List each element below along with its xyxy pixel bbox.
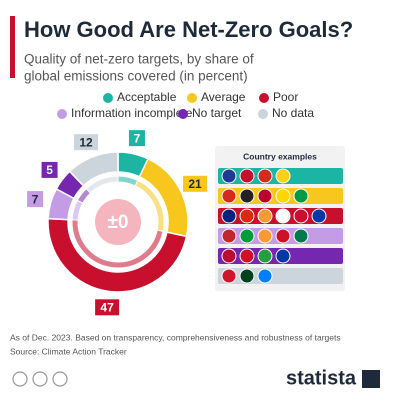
legend-label: No data	[272, 106, 314, 120]
flag-icon	[257, 228, 273, 244]
chart-title: How Good Are Net-Zero Goals?	[24, 17, 353, 42]
value-label-box	[128, 130, 145, 147]
value-label-box	[74, 134, 99, 151]
flag-icon	[221, 168, 237, 184]
flag-icon	[221, 208, 237, 224]
flag-icon	[239, 208, 255, 224]
flag-icon	[257, 168, 273, 184]
flag-icon	[221, 248, 237, 264]
value-label: 7	[32, 192, 39, 206]
center-circle	[95, 199, 141, 245]
flag-icon	[239, 268, 255, 284]
subtitle: global emissions covered (in percent)	[24, 69, 248, 84]
flag-icon	[275, 188, 291, 204]
flag-icon	[239, 188, 255, 204]
value-label: 21	[188, 177, 202, 191]
legend-label: Poor	[273, 90, 298, 104]
legend-swatch	[103, 93, 113, 103]
value-label: 5	[46, 163, 53, 177]
flag-icon	[221, 188, 237, 204]
note: As of Dec. 2023. Based on transparency, …	[10, 332, 341, 342]
value-label: 47	[100, 300, 114, 314]
flag-icon	[275, 228, 291, 244]
flag-icon	[293, 228, 309, 244]
panel-title: Country examples	[243, 151, 317, 161]
flag-icon	[275, 248, 291, 264]
flag-icon	[275, 168, 291, 184]
legend-label: Acceptable	[117, 90, 177, 104]
pie-slice	[68, 151, 119, 187]
flag-icon	[311, 208, 327, 224]
legend-label: Information incomplete	[71, 106, 193, 120]
flag-icon	[221, 228, 237, 244]
legend-swatch	[178, 109, 188, 119]
value-label: 12	[79, 135, 93, 149]
flag-icon	[275, 208, 291, 224]
legend-label: Average	[201, 90, 246, 104]
flag-icon	[293, 188, 309, 204]
legend-swatch	[187, 93, 197, 103]
brand-icon	[362, 370, 380, 388]
license-icons	[12, 371, 68, 387]
flag-icon	[257, 208, 273, 224]
flag-icon	[257, 248, 273, 264]
center-label: ±0	[108, 212, 129, 233]
flag-icon	[257, 188, 273, 204]
legend-label: No target	[192, 106, 242, 120]
legend-swatch	[259, 93, 269, 103]
title-accent	[10, 16, 15, 78]
flag-icon	[257, 268, 273, 284]
brand: statista	[286, 367, 357, 389]
flag-icon	[239, 168, 255, 184]
panel-row	[218, 268, 343, 284]
subtitle: Quality of net-zero targets, by share of	[24, 52, 254, 67]
source: Source: Climate Action Tracker	[10, 346, 127, 356]
flag-icon	[239, 248, 255, 264]
value-label-box	[183, 175, 208, 192]
pie-slice-inner	[85, 175, 119, 194]
legend-swatch	[57, 109, 67, 119]
value-label: 7	[134, 131, 141, 145]
flag-icon	[239, 228, 255, 244]
legend-swatch	[258, 109, 268, 119]
value-label-box	[95, 299, 120, 316]
flag-icon	[293, 208, 309, 224]
value-label-box	[41, 161, 58, 178]
flag-icon	[221, 268, 237, 284]
value-label-box	[27, 191, 44, 208]
